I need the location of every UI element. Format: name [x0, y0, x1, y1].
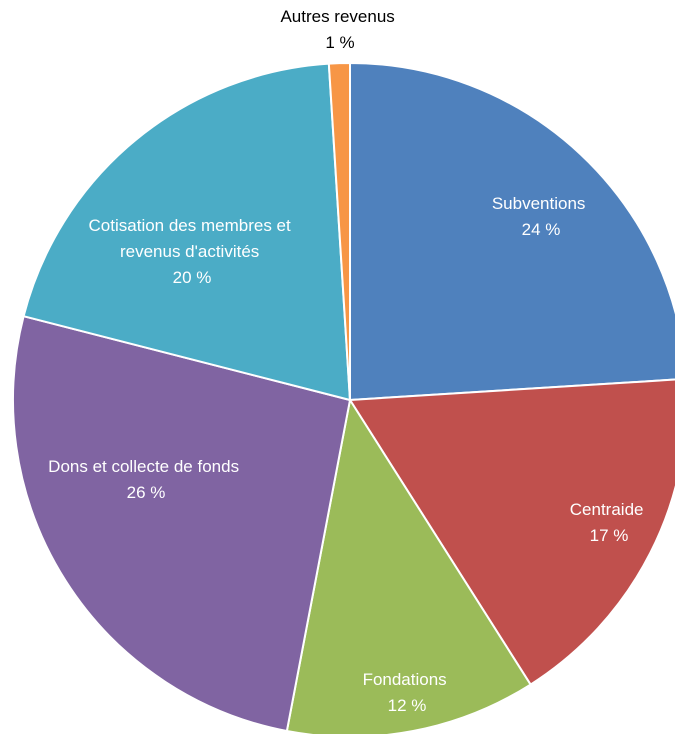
pie-slices	[12, 61, 675, 734]
slice-label-subventions-name: Subventions	[492, 194, 586, 213]
slice-label-centraide: Centraide 17 %	[570, 500, 648, 545]
pie-slice-subventions	[349, 62, 675, 401]
slice-label-centraide-value: 17 %	[590, 526, 629, 545]
slice-label-subventions: Subventions 24 %	[492, 194, 590, 239]
slice-label-autres-name: Autres revenus	[280, 7, 394, 26]
pie-slice-fondations	[285, 399, 532, 734]
slice-label-dons: Dons et collecte de fonds 26 %	[48, 457, 244, 502]
slice-label-cotisation-line-1: Cotisation des membres et	[89, 216, 291, 235]
pie-labels: Subventions 24 % Centraide 17 % Fondatio…	[48, 7, 648, 715]
slice-label-dons-value: 26 %	[127, 483, 166, 502]
slice-label-fondations-value: 12 %	[388, 696, 427, 715]
pie-slice-dons-collecte	[12, 315, 351, 733]
slice-label-autres-revenus: Autres revenus 1 %	[280, 7, 399, 52]
slice-label-dons-name: Dons et collecte de fonds	[48, 457, 239, 476]
slice-label-cotisation-line-2: revenus d'activités	[120, 242, 259, 261]
slice-label-fondations: Fondations 12 %	[363, 670, 452, 715]
slice-label-autres-value: 1 %	[325, 33, 354, 52]
slice-label-subventions-value: 24 %	[522, 220, 561, 239]
slice-label-centraide-name: Centraide	[570, 500, 644, 519]
slice-label-cotisation-value: 20 %	[173, 268, 212, 287]
slice-label-cotisation: Cotisation des membres et revenus d'acti…	[89, 216, 296, 287]
pie-slice-centraide	[349, 378, 675, 686]
pie-slice-autres-revenus	[327, 61, 351, 401]
slice-label-fondations-name: Fondations	[363, 670, 447, 689]
pie-slice-cotisation	[22, 62, 351, 401]
